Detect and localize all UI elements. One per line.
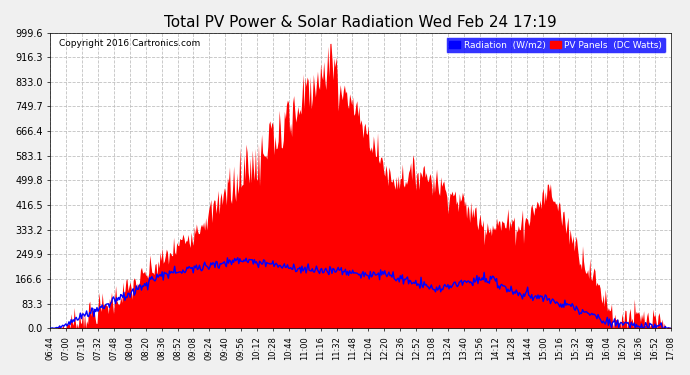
Legend: Radiation  (W/m2), PV Panels  (DC Watts): Radiation (W/m2), PV Panels (DC Watts): [446, 37, 666, 53]
Title: Total PV Power & Solar Radiation Wed Feb 24 17:19: Total PV Power & Solar Radiation Wed Feb…: [164, 15, 557, 30]
Text: Copyright 2016 Cartronics.com: Copyright 2016 Cartronics.com: [59, 39, 200, 48]
